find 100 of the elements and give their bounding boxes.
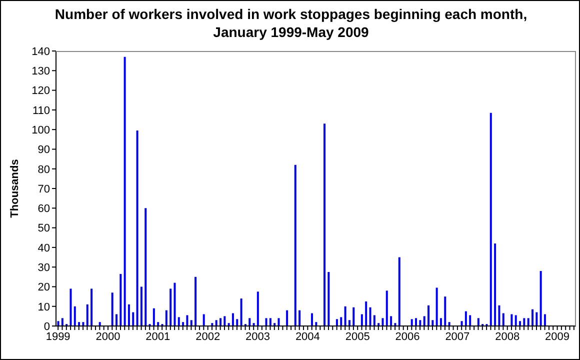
x-tick-label: 2003 (246, 330, 270, 343)
bar (386, 290, 388, 326)
bar (494, 244, 496, 326)
bar (157, 322, 160, 326)
y-tick-label: 120 (32, 85, 50, 98)
bar (111, 292, 114, 326)
bar (432, 320, 434, 326)
bar (427, 305, 430, 326)
bar (460, 321, 463, 326)
y-tick-label: 100 (32, 124, 50, 136)
bar (186, 315, 188, 326)
bar (98, 322, 101, 326)
bar (90, 288, 93, 326)
y-tick-label: 20 (38, 282, 50, 294)
bar (178, 317, 180, 326)
bar (348, 320, 350, 326)
bar (182, 322, 184, 326)
bar (448, 322, 450, 326)
bar (144, 208, 147, 326)
y-tick-label: 60 (38, 203, 50, 216)
bar (315, 322, 318, 326)
bar (436, 288, 438, 326)
bar (328, 272, 330, 326)
bar (336, 319, 338, 326)
bar (469, 315, 472, 326)
x-tick-label: 2000 (96, 330, 120, 343)
bar (373, 315, 376, 326)
bar (194, 276, 197, 326)
y-tick-label: 50 (38, 222, 50, 235)
y-tick-label: 130 (32, 66, 50, 78)
bar (423, 316, 426, 326)
bar (410, 319, 413, 326)
bar (265, 318, 268, 326)
bar (124, 56, 126, 326)
x-tick-label: 2008 (495, 330, 520, 343)
bar (152, 308, 155, 326)
bar (382, 318, 384, 326)
bar (490, 112, 492, 326)
bar (86, 304, 88, 326)
bar (510, 314, 513, 326)
bar (136, 130, 138, 326)
bar (519, 321, 522, 326)
bar (128, 304, 130, 326)
bar (514, 315, 517, 326)
bar (140, 286, 142, 326)
y-tick-label: 110 (32, 104, 50, 117)
chart-title: Number of workers involved in work stoppages beginning each month, January 1999-May 2009 (54, 5, 528, 41)
bar (256, 292, 259, 326)
y-tick-label: 30 (38, 262, 50, 274)
bar (352, 307, 355, 326)
bar (415, 318, 418, 326)
bar (224, 316, 226, 326)
y-tick-label: 40 (38, 242, 50, 254)
bar (477, 318, 480, 326)
bar (390, 316, 392, 326)
bar (61, 318, 64, 326)
bar (444, 296, 446, 326)
y-tick-label: 80 (38, 164, 50, 176)
y-tick-label: 90 (38, 144, 50, 156)
y-axis-title: Thousands (8, 159, 21, 218)
bar (236, 319, 238, 326)
bar (502, 313, 504, 326)
bar (74, 306, 76, 326)
x-tick-label: 2006 (395, 330, 420, 343)
bar (170, 288, 172, 326)
bar (365, 301, 368, 326)
bar (419, 320, 422, 326)
x-tick-label: 2007 (445, 330, 470, 343)
bar (544, 314, 546, 326)
y-tick-label: 0 (44, 320, 50, 333)
bar (286, 310, 288, 326)
y-tick-label: 10 (38, 301, 50, 314)
bar (132, 312, 134, 326)
bar (248, 318, 251, 326)
bar (540, 271, 542, 326)
bar (215, 320, 218, 326)
x-tick-label: 2005 (345, 330, 370, 343)
bar (278, 318, 280, 326)
bar (82, 322, 84, 326)
bar (232, 313, 234, 326)
bar (531, 309, 534, 326)
bar (340, 317, 342, 326)
bar (294, 164, 296, 326)
x-tick-label: 2001 (146, 330, 170, 343)
x-tick-label: 2004 (295, 330, 320, 343)
bar (298, 310, 301, 326)
bar (174, 282, 176, 326)
x-tick-label: 2009 (545, 330, 570, 343)
bar (240, 298, 242, 326)
bar (57, 321, 60, 326)
bar (360, 314, 363, 326)
bar (398, 257, 400, 326)
bar (78, 322, 80, 326)
bar (269, 318, 272, 326)
y-tick-label: 70 (38, 183, 50, 196)
x-tick-label: 2002 (196, 330, 220, 343)
bar (498, 305, 500, 326)
y-tick-label: 140 (32, 46, 50, 58)
bar (523, 318, 526, 326)
bar (369, 307, 372, 326)
